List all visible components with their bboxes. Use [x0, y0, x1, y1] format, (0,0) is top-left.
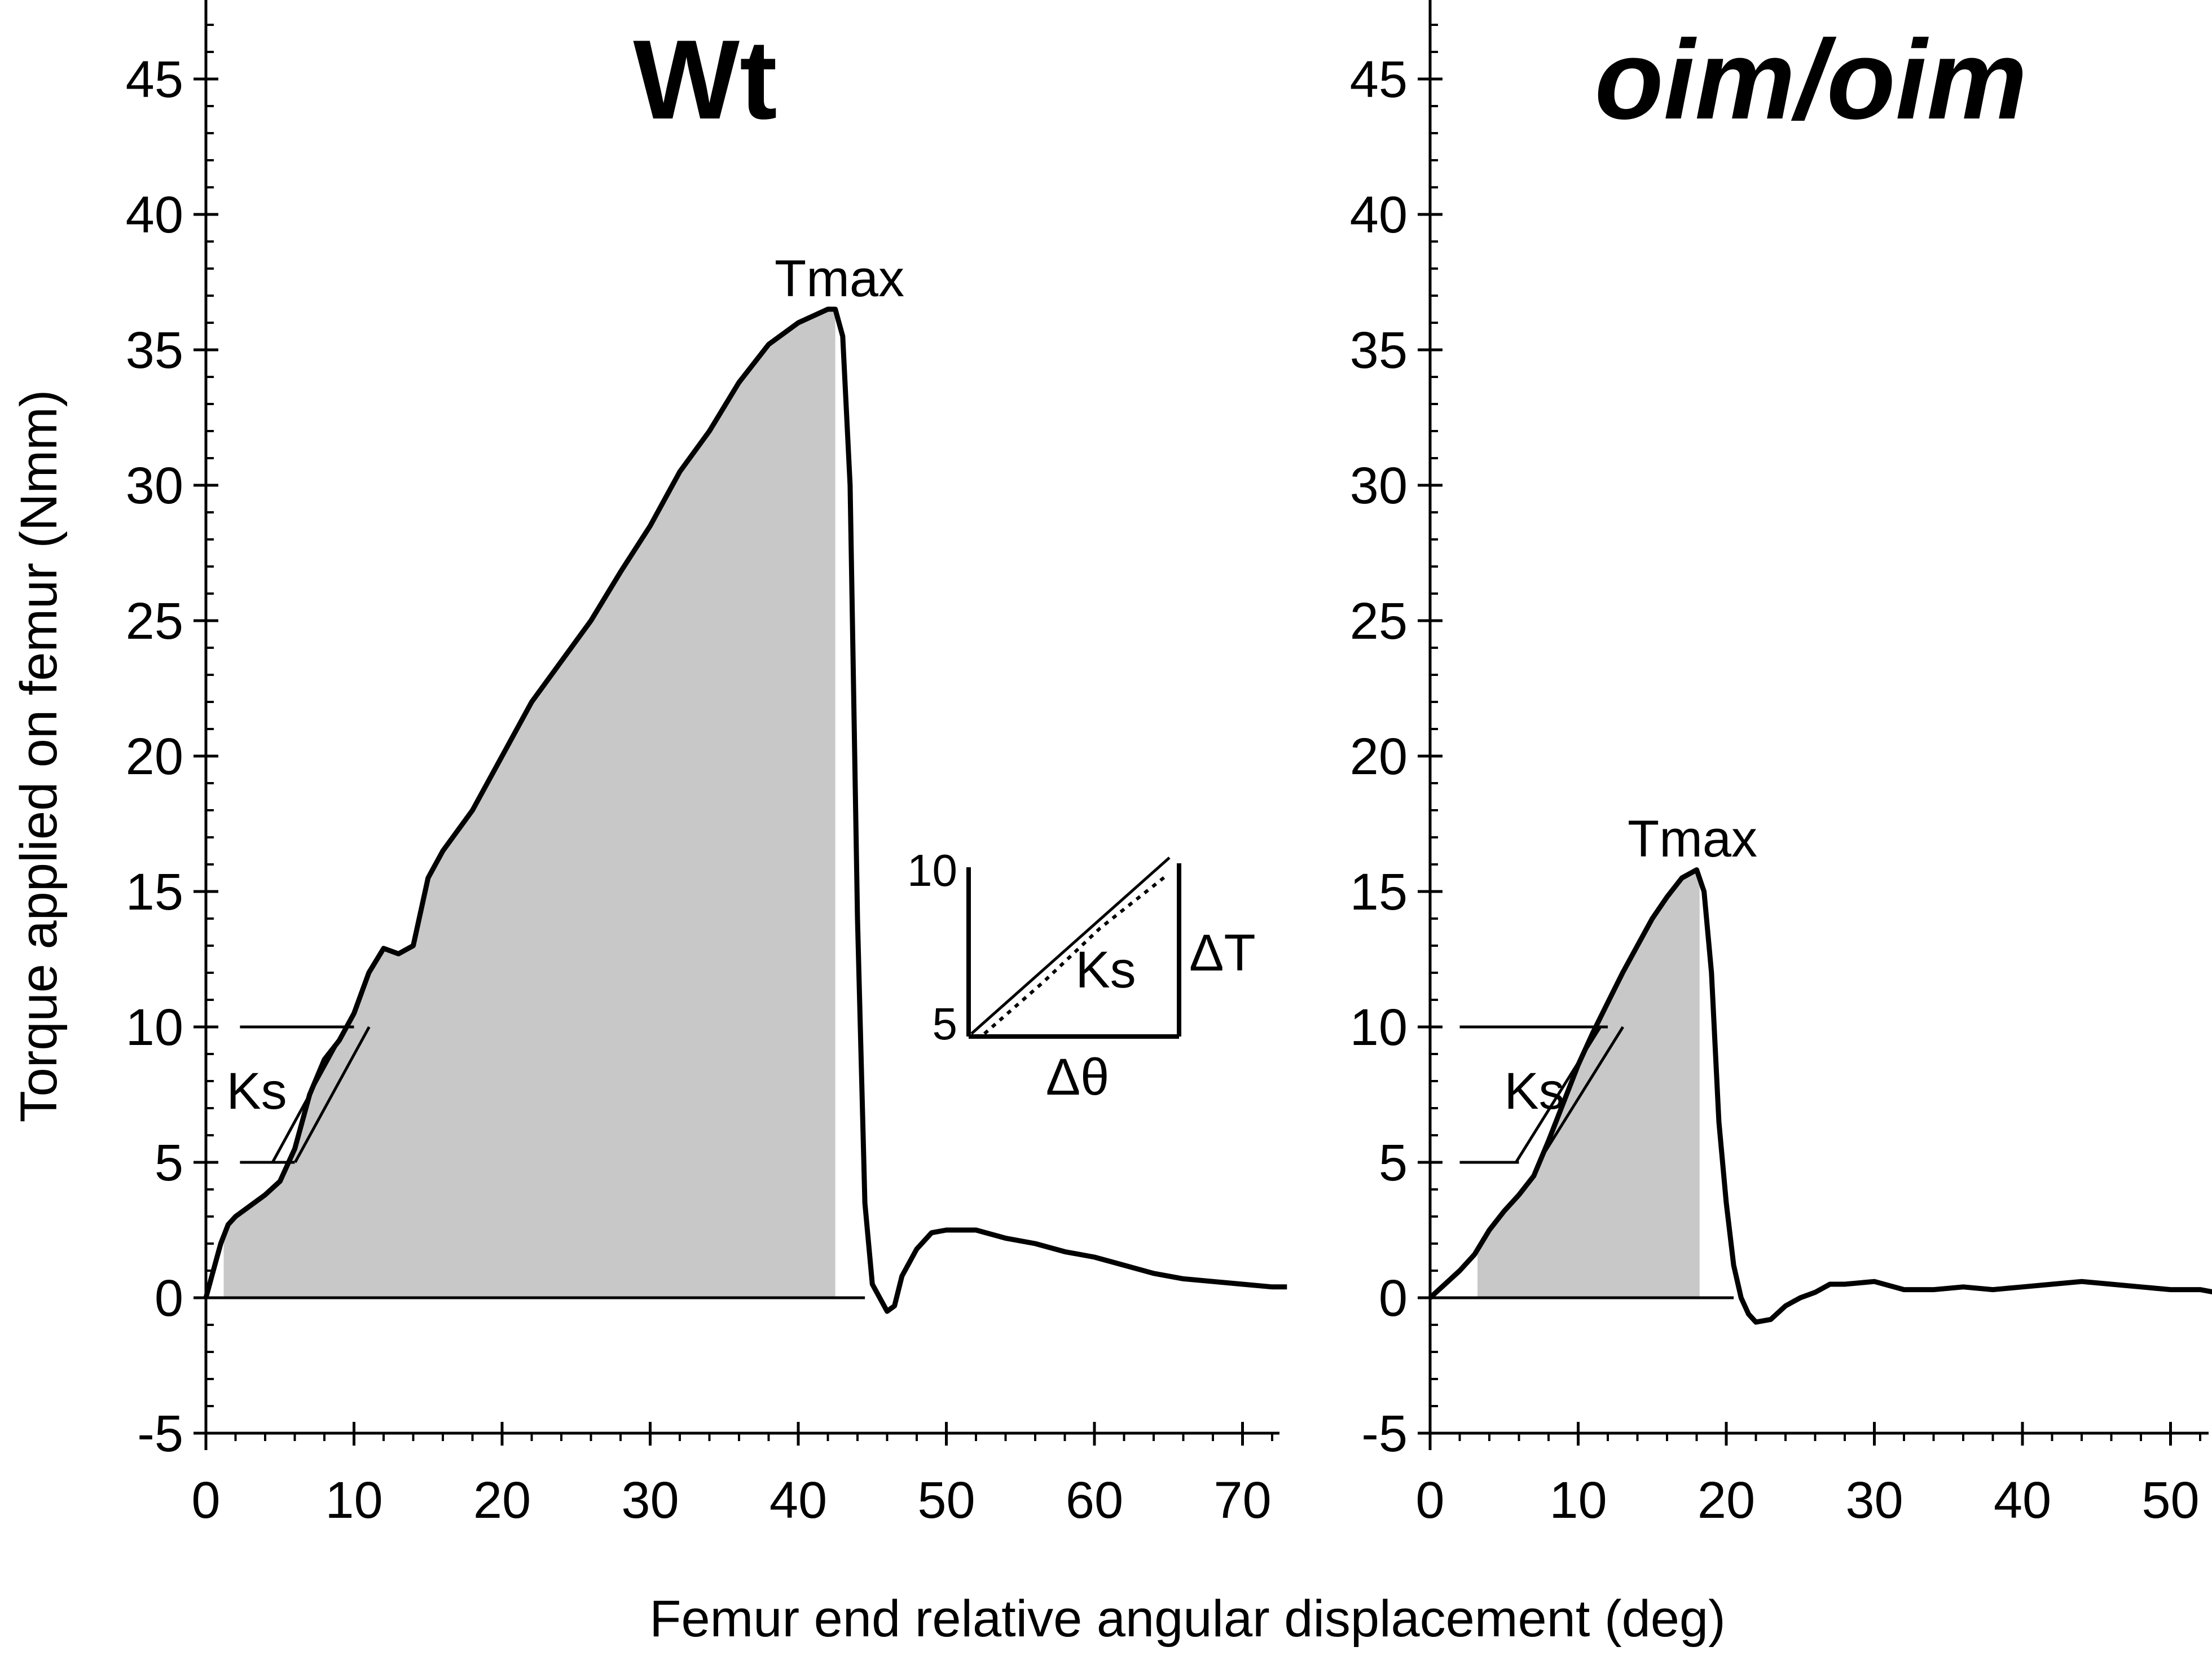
inset-tick-10: 10	[907, 845, 957, 895]
x-axis-title: Femur end relative angular displacement …	[649, 1590, 1725, 1648]
x-tick-label: 50	[2141, 1472, 2199, 1529]
tmax-label-oim: Tmax	[1628, 810, 1757, 868]
y-tick-label: 45	[1350, 51, 1408, 108]
inset-ks-line	[970, 857, 1171, 1035]
inset-dt-label: ΔT	[1189, 924, 1256, 982]
x-tick-label: 0	[191, 1472, 220, 1529]
inset-tick-5: 5	[933, 999, 958, 1049]
ks-slope-line	[271, 1026, 348, 1163]
y-tick-label: 35	[126, 322, 183, 379]
panel-title-oim: oim/oim	[1595, 17, 2028, 143]
y-tick-label: 45	[126, 51, 183, 108]
x-tick-label: 0	[1415, 1472, 1444, 1529]
ks-slope-line	[1537, 1026, 1624, 1163]
x-tick-label: 40	[769, 1472, 827, 1529]
ks-inset-diagram: 10 5 Ks Δθ ΔT	[907, 845, 1256, 1106]
y-tick-label: 10	[1350, 999, 1408, 1056]
x-tick-label: 20	[1698, 1472, 1755, 1529]
y-tick-label: 25	[126, 592, 183, 650]
panel-title-wt: Wt	[633, 17, 777, 143]
y-tick-label: 30	[1350, 457, 1408, 515]
y-tick-label: 5	[1379, 1134, 1408, 1192]
x-tick-label: 70	[1213, 1472, 1271, 1529]
inset-ks-label: Ks	[1075, 941, 1136, 999]
inset-dtheta-label: Δθ	[1046, 1048, 1110, 1106]
y-tick-label: 20	[1350, 728, 1408, 785]
y-tick-label: 10	[126, 999, 183, 1056]
y-tick-label: 40	[126, 186, 183, 244]
y-tick-label: 15	[1350, 863, 1408, 921]
y-tick-label: 15	[126, 863, 183, 921]
ks-label-oim: Ks	[1504, 1062, 1564, 1120]
y-tick-label: 20	[126, 728, 183, 785]
ks-slope-line	[1515, 1026, 1602, 1163]
x-tick-label: 50	[917, 1472, 975, 1529]
y-tick-label: 0	[155, 1270, 183, 1327]
ks-slope-line	[293, 1026, 371, 1163]
x-tick-label: 30	[621, 1472, 679, 1529]
x-tick-label: 30	[1845, 1472, 1903, 1529]
x-tick-label: 20	[473, 1472, 531, 1529]
y-tick-label: 30	[126, 457, 183, 515]
y-tick-label: -5	[137, 1405, 183, 1463]
x-tick-label: 40	[1994, 1472, 2051, 1529]
x-tick-label: 60	[1066, 1472, 1123, 1529]
y-tick-label: 40	[1350, 186, 1408, 244]
y-tick-label: 25	[1350, 592, 1408, 650]
x-tick-label: 10	[325, 1472, 382, 1529]
y-tick-label: 35	[1350, 322, 1408, 379]
y-tick-label: 0	[1379, 1270, 1408, 1327]
y-tick-label: 5	[155, 1134, 183, 1192]
y-axis-title: Torque applied on femur (Nmm)	[10, 390, 68, 1123]
ks-label-wt: Ks	[226, 1062, 287, 1120]
tmax-label-wt: Tmax	[775, 250, 904, 308]
x-tick-label: 10	[1549, 1472, 1607, 1529]
y-tick-label: -5	[1361, 1405, 1408, 1463]
shaded-area	[223, 309, 835, 1298]
